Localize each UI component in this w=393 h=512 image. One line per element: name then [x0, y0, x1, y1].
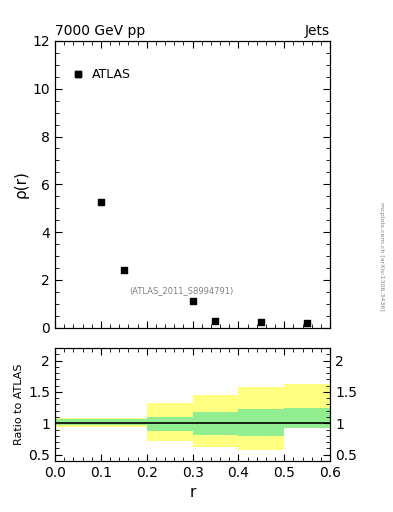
- Y-axis label: Ratio to ATLAS: Ratio to ATLAS: [14, 364, 24, 445]
- Y-axis label: ρ(r): ρ(r): [13, 170, 28, 198]
- Point: [258, 318, 264, 327]
- Text: Jets: Jets: [305, 25, 330, 38]
- Text: mcplots.cern.ch [arXiv:1306.3436]: mcplots.cern.ch [arXiv:1306.3436]: [379, 202, 384, 310]
- Text: ATLAS: ATLAS: [92, 68, 131, 81]
- X-axis label: r: r: [189, 485, 196, 500]
- Point: [304, 319, 310, 327]
- Point: [212, 317, 219, 325]
- Point: [75, 70, 81, 78]
- Point: [121, 266, 127, 274]
- Point: [189, 297, 196, 306]
- Text: (ATLAS_2011_S8994791): (ATLAS_2011_S8994791): [129, 286, 234, 295]
- Text: 7000 GeV pp: 7000 GeV pp: [55, 25, 145, 38]
- Point: [98, 198, 104, 206]
- Point: [75, 70, 81, 78]
